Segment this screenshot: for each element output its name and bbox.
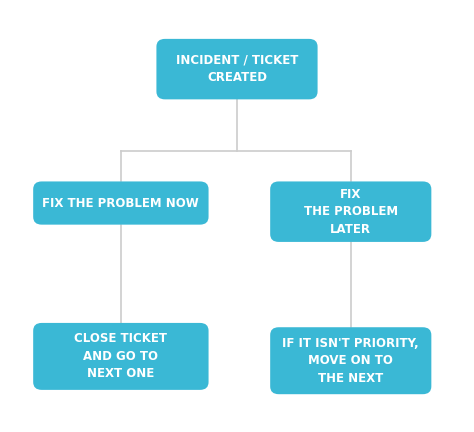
Text: IF IT ISN'T PRIORITY,
MOVE ON TO
THE NEXT: IF IT ISN'T PRIORITY, MOVE ON TO THE NEX… [283, 337, 419, 385]
Text: INCIDENT / TICKET
CREATED: INCIDENT / TICKET CREATED [176, 54, 298, 84]
Text: FIX
THE PROBLEM
LATER: FIX THE PROBLEM LATER [304, 187, 398, 236]
FancyBboxPatch shape [270, 181, 431, 242]
Text: FIX THE PROBLEM NOW: FIX THE PROBLEM NOW [43, 197, 199, 210]
FancyBboxPatch shape [33, 323, 209, 390]
FancyBboxPatch shape [33, 181, 209, 225]
FancyBboxPatch shape [270, 327, 431, 394]
Text: CLOSE TICKET
AND GO TO
NEXT ONE: CLOSE TICKET AND GO TO NEXT ONE [74, 332, 167, 381]
FancyBboxPatch shape [156, 39, 318, 99]
